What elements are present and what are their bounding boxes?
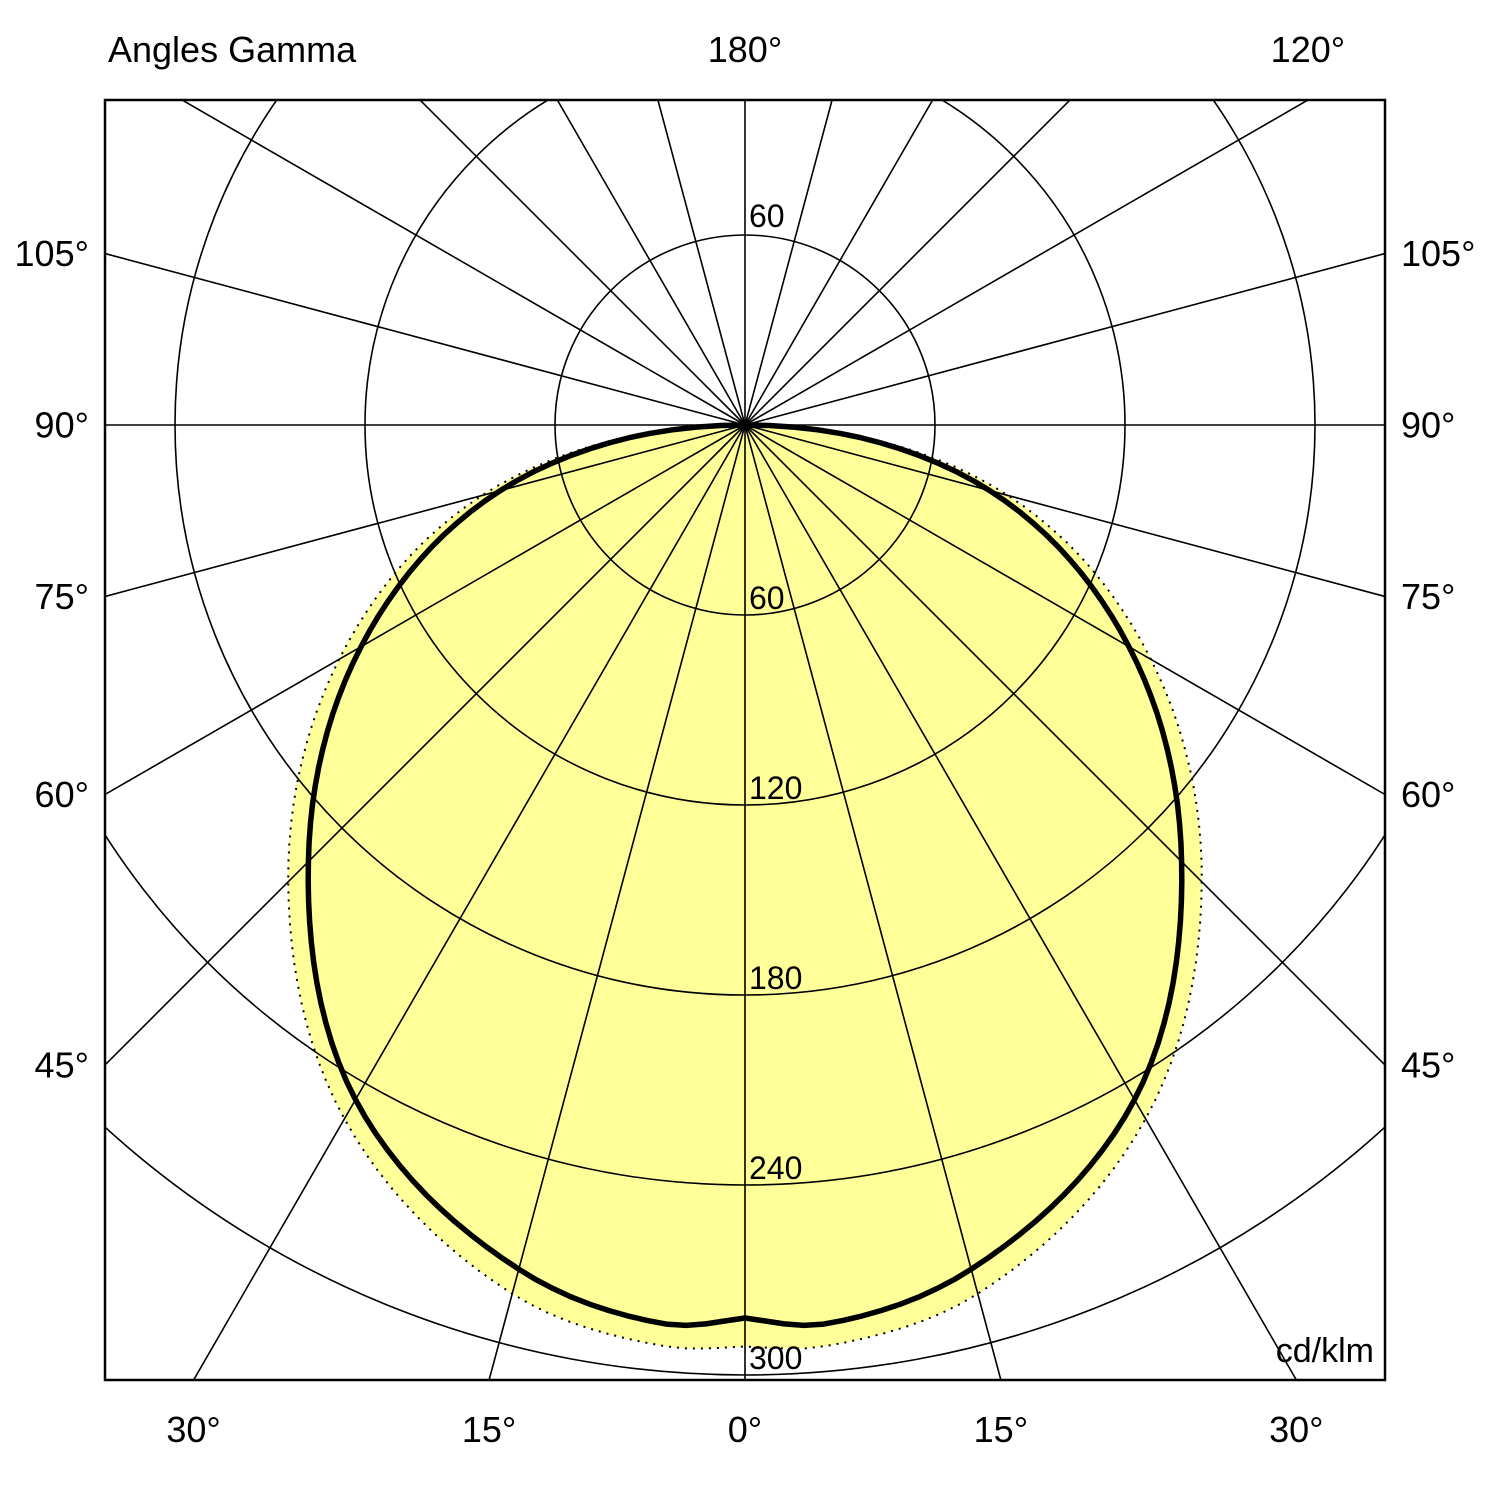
plot-frame-layer <box>103 98 1387 1382</box>
gamma-ray-75 <box>744 252 1385 426</box>
intensity-curve-C90-C270 <box>287 423 1203 1350</box>
unit-label: cd/klm <box>1276 1332 1374 1370</box>
gamma-label-right-45: 45° <box>1401 1045 1455 1086</box>
gamma-label-left-90: 90° <box>35 405 89 446</box>
gamma-label-top-180: 180° <box>708 29 782 70</box>
gamma-label-right-105: 105° <box>1401 233 1475 274</box>
gamma-ray-345 <box>657 100 746 426</box>
gamma-ray-315 <box>418 100 746 426</box>
gamma-ray-210 <box>192 424 746 1380</box>
chart-title: Angles Gamma <box>108 29 357 70</box>
gamma-label-right-90: 90° <box>1401 405 1455 446</box>
plot-border <box>103 98 1387 1382</box>
gamma-ray-285 <box>105 252 746 426</box>
gamma-ray-135 <box>744 424 1385 1067</box>
gamma-ray-60 <box>744 100 1310 426</box>
intensity-curve-C0-C180 <box>305 422 1185 1329</box>
gamma-ray-105 <box>744 424 1385 598</box>
gamma-ray-255 <box>105 424 746 598</box>
gamma-label-left-60: 60° <box>35 774 89 815</box>
radial-tick-label-300: 300 <box>749 1340 802 1376</box>
gamma-ray-150 <box>744 424 1298 1380</box>
gamma-ray-195 <box>488 424 746 1380</box>
gamma-ray-165 <box>744 424 1002 1380</box>
gamma-label-bottom-0: 0° <box>728 1409 762 1450</box>
gamma-label-top-120: 120° <box>1271 29 1345 70</box>
gamma-ray-330 <box>556 100 746 426</box>
gamma-ray-225 <box>105 424 746 1067</box>
gamma-label-left-105: 105° <box>15 233 89 274</box>
radial-tick-label-60: 60 <box>749 580 785 616</box>
gamma-ray-15 <box>744 100 833 426</box>
labels-layer: 60 60 120 180 240 300 105° 90° 75° 60° 45° 105° 90° 7… <box>15 29 1476 1450</box>
gamma-ray-120 <box>744 424 1385 796</box>
gamma-label-bottom-30: 30° <box>1269 1409 1323 1450</box>
gamma-label-bottom--15: 15° <box>462 1409 516 1450</box>
radial-tick-label-120: 120 <box>749 770 802 806</box>
gamma-ray-240 <box>105 424 746 796</box>
radial-tick-label-240: 240 <box>749 1150 802 1186</box>
intensity-curves-layer <box>287 422 1203 1350</box>
gamma-label-right-60: 60° <box>1401 774 1455 815</box>
gamma-ray-45 <box>744 100 1072 426</box>
gamma-label-left-45: 45° <box>35 1045 89 1086</box>
gamma-label-bottom--30: 30° <box>166 1409 220 1450</box>
gamma-label-bottom-15: 15° <box>974 1409 1028 1450</box>
gamma-ray-30 <box>744 100 934 426</box>
gamma-ray-300 <box>180 100 746 426</box>
gamma-label-right-75: 75° <box>1401 576 1455 617</box>
gamma-label-left-75: 75° <box>35 576 89 617</box>
radial-tick-label-top-60: 60 <box>749 198 785 234</box>
radial-tick-label-180: 180 <box>749 960 802 996</box>
